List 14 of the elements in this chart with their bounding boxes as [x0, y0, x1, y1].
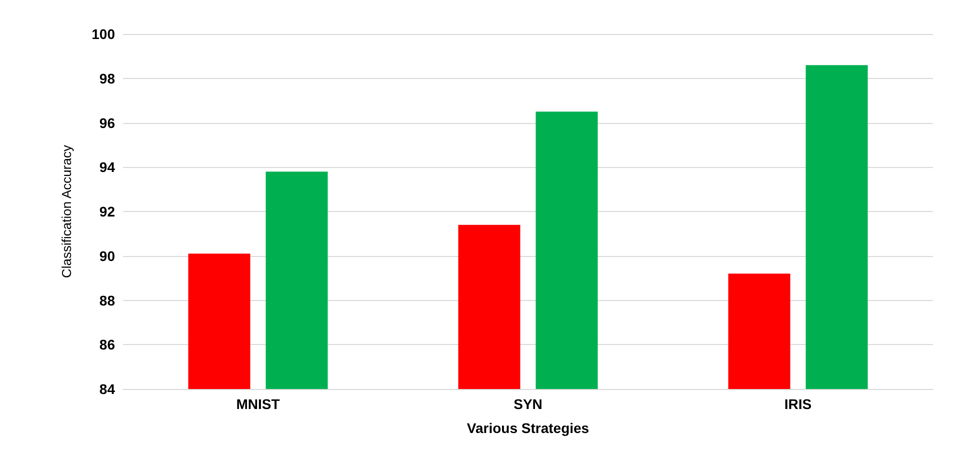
y-axis-title: Classification Accuracy — [59, 144, 74, 278]
y-tick-label: 96 — [99, 114, 116, 131]
y-tick-label: 100 — [92, 26, 116, 42]
y-tick-label: 86 — [99, 336, 116, 353]
y-tick-label: 92 — [99, 204, 116, 220]
y-tick-label: 84 — [99, 381, 116, 397]
x-tick-label: IRIS — [784, 396, 812, 412]
x-tick-label: MNIST — [236, 396, 280, 412]
y-tick-label: 98 — [99, 70, 116, 86]
y-tick-label: 88 — [99, 292, 116, 308]
y-tick-label: 90 — [99, 248, 116, 264]
x-axis-title: Various Strategies — [466, 420, 590, 436]
x-tick-label: SYN — [514, 396, 542, 412]
y-tick-label: 94 — [99, 159, 116, 176]
